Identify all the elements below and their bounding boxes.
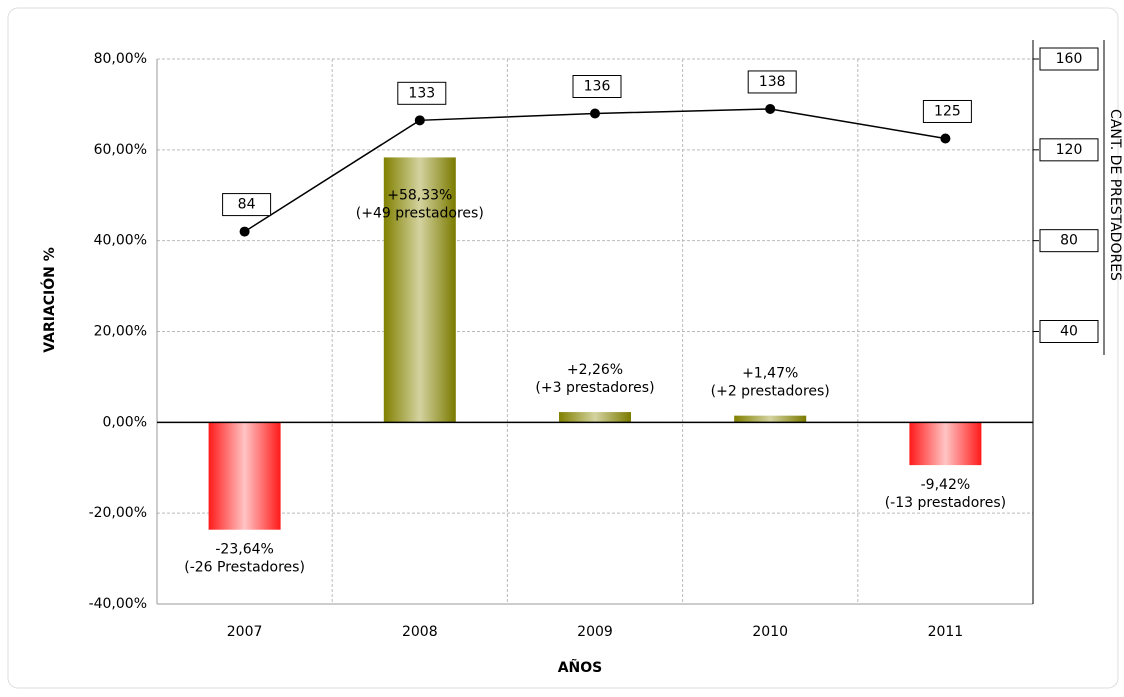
bar <box>383 157 456 423</box>
line-point <box>414 115 425 126</box>
bar-value-label: -9,42% <box>921 477 971 493</box>
line-label: 136 <box>584 79 611 95</box>
line-point <box>940 133 951 144</box>
line-label-box <box>747 70 797 94</box>
bar-value-label: +2,26% <box>567 362 623 378</box>
bar <box>559 412 631 423</box>
y2-tick-box <box>1039 138 1099 162</box>
y-tick-label: -40,00% <box>89 596 147 612</box>
x-tick-label: 2011 <box>928 624 964 640</box>
line-label: 125 <box>934 103 961 119</box>
bar-note: (-26 Prestadores) <box>184 560 305 576</box>
bar <box>208 422 281 530</box>
x-tick-label: 2008 <box>402 624 438 640</box>
y-tick-label: 20,00% <box>94 324 147 340</box>
line-label: 84 <box>238 197 256 213</box>
x-axis-title: AÑOS <box>558 659 603 676</box>
line-label: 138 <box>759 74 786 90</box>
line-label-box <box>572 75 622 98</box>
line-point <box>765 103 776 114</box>
bar <box>909 422 982 466</box>
x-tick-label: 2010 <box>752 624 788 640</box>
y2-tick-label: 160 <box>1056 51 1083 67</box>
bar-note: (+49 prestadores) <box>356 205 484 221</box>
bar-value-label: -23,64% <box>215 542 273 558</box>
bar-note: (+3 prestadores) <box>535 380 654 396</box>
y2-tick-box <box>1039 47 1099 71</box>
y-axis-title: VARIACIÓN % <box>40 247 58 353</box>
x-tick-label: 2009 <box>577 624 613 640</box>
y-tick-label: 80,00% <box>94 51 147 67</box>
bar <box>734 415 807 423</box>
bar-value-label: +58,33% <box>387 187 452 203</box>
y-tick-label: 60,00% <box>94 142 147 158</box>
bar-note: (+2 prestadores) <box>711 384 830 400</box>
line-point <box>590 108 600 119</box>
panel <box>7 7 1119 689</box>
x-tick-label: 2007 <box>227 624 263 640</box>
y-tick-label: -20,00% <box>89 505 147 521</box>
line-label: 133 <box>408 85 435 101</box>
y2-tick-label: 40 <box>1060 324 1078 340</box>
y2-axis-title: CANT. DE PRESTADORES <box>1107 109 1123 281</box>
y2-tick-label: 120 <box>1056 142 1083 158</box>
line-label-box <box>222 193 272 217</box>
y2-tick-label: 80 <box>1060 233 1078 249</box>
line-label-box <box>922 99 972 123</box>
line-point <box>239 226 250 237</box>
bar-value-label: +1,47% <box>742 366 798 382</box>
y-tick-label: 40,00% <box>94 233 147 249</box>
y-tick-label: 0,00% <box>103 414 147 430</box>
y2-tick-box <box>1039 229 1099 253</box>
y2-tick-box <box>1039 320 1099 343</box>
line-label-box <box>397 81 447 105</box>
bar-note: (-13 prestadores) <box>885 495 1006 511</box>
